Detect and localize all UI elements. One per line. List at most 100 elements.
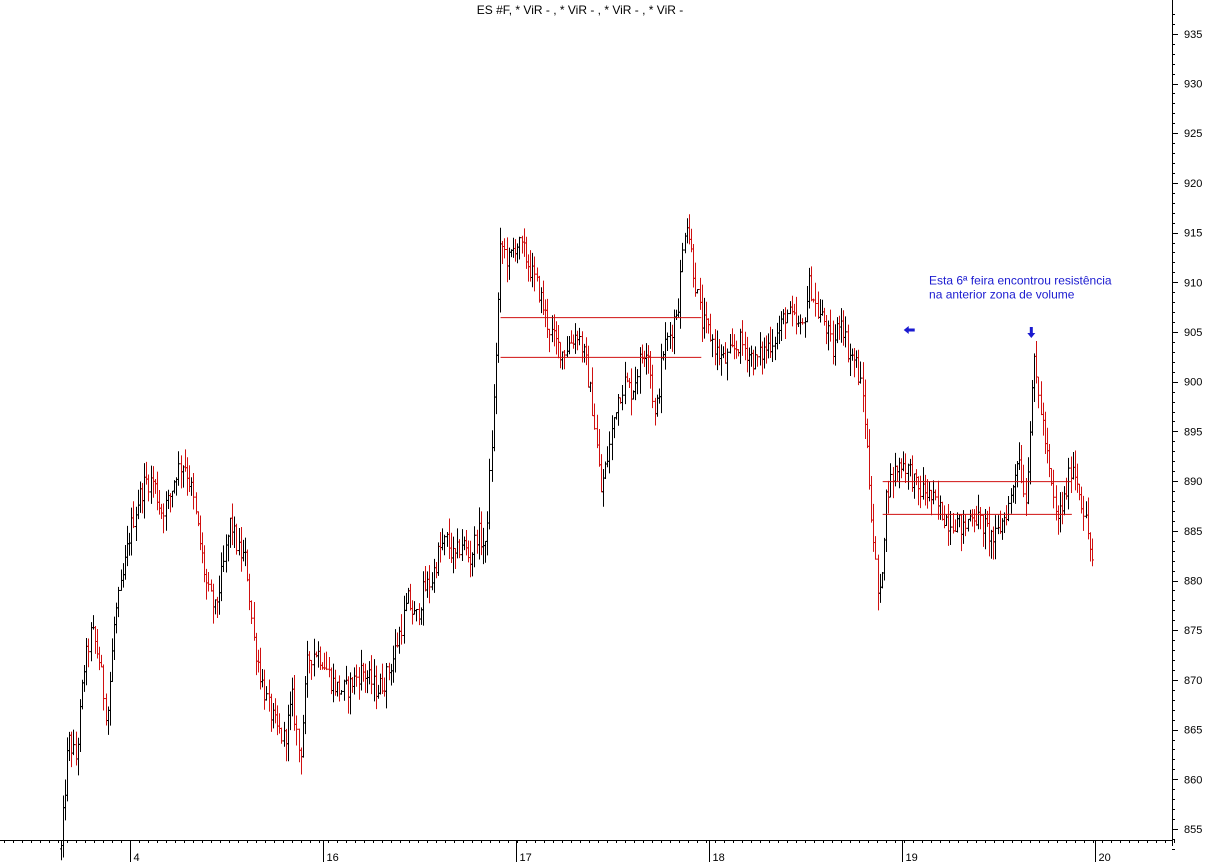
- ohlc-bar: [1089, 532, 1092, 562]
- ohlc-bar: [718, 339, 721, 366]
- ohlc-bar: [613, 417, 616, 439]
- ohlc-bar: [379, 673, 382, 695]
- ohlc-bar: [476, 529, 479, 554]
- ohlc-bar: [892, 467, 895, 499]
- ohlc-bar: [225, 534, 228, 573]
- ohlc-bar: [671, 324, 674, 352]
- ohlc-bar: [748, 347, 751, 377]
- ohlc-bar: [98, 646, 101, 671]
- y-tick-label: 925: [1184, 128, 1202, 140]
- ohlc-bar: [154, 479, 157, 494]
- ohlc-bar: [141, 483, 144, 514]
- ohlc-bar: [949, 511, 952, 545]
- ohlc-bar: [77, 737, 80, 776]
- ohlc-bar: [596, 414, 599, 449]
- ohlc-bar: [624, 361, 627, 405]
- ohlc-bar: [186, 457, 189, 496]
- ohlc-bar: [463, 536, 466, 551]
- ohlc-bar: [767, 333, 770, 359]
- ohlc-bar: [997, 515, 1000, 535]
- ohlc-bar: [902, 451, 905, 472]
- ohlc-bar: [259, 647, 262, 690]
- ohlc-bar: [1018, 442, 1021, 471]
- ohlc-bar: [268, 679, 271, 712]
- price-bars: [60, 214, 1094, 861]
- ohlc-bar: [681, 242, 684, 273]
- ohlc-bar: [358, 667, 361, 700]
- ohlc-bar: [145, 461, 148, 485]
- x-axis: 4 16 17 18 19 20: [0, 840, 1175, 864]
- ohlc-bar: [383, 677, 386, 697]
- ohlc-bar: [111, 638, 114, 682]
- ohlc-bar: [235, 523, 238, 555]
- ohlc-bar: [473, 526, 476, 568]
- ohlc-bar: [641, 344, 644, 364]
- ohlc-bar: [250, 600, 253, 624]
- ohlc-bar: [201, 532, 204, 564]
- ohlc-bar: [85, 637, 88, 686]
- ohlc-bar: [568, 336, 571, 355]
- ohlc-bar: [493, 384, 496, 452]
- ohlc-bar: [289, 691, 292, 731]
- ohlc-bar: [705, 301, 708, 334]
- annotation: Esta 6ª feira encontrou resistência na a…: [929, 273, 1112, 301]
- ohlc-bar: [602, 468, 605, 507]
- ohlc-bar: [353, 667, 356, 695]
- ohlc-bar: [937, 480, 940, 520]
- ohlc-bar: [471, 552, 474, 577]
- ohlc-bar: [60, 840, 63, 861]
- y-tick-label: 920: [1184, 178, 1202, 190]
- ohlc-bar: [636, 369, 639, 395]
- ohlc-bar: [486, 511, 489, 556]
- ohlc-bar: [240, 526, 243, 572]
- ohlc-bar: [394, 629, 397, 673]
- ohlc-bar: [274, 698, 277, 724]
- ohlc-bar: [319, 646, 322, 671]
- ohlc-bar: [557, 324, 560, 359]
- ohlc-bar: [147, 474, 150, 502]
- ohlc-bar: [454, 547, 457, 570]
- ohlc-bar: [679, 259, 682, 329]
- ohlc-bar: [265, 686, 268, 701]
- ohlc-bar: [437, 542, 440, 576]
- ohlc-bar: [1072, 451, 1075, 480]
- ohlc-bar: [761, 341, 764, 375]
- ohlc-bar: [754, 346, 757, 370]
- ohlc-bar: [255, 632, 258, 676]
- ohlc-bar: [238, 528, 241, 556]
- ohlc-bar: [600, 454, 603, 493]
- ohlc-bar: [426, 571, 429, 598]
- ohlc-bar: [310, 659, 313, 680]
- ohlc-bar: [355, 664, 358, 687]
- ohlc-bar: [664, 322, 667, 370]
- ohlc-bar: [285, 728, 288, 762]
- ohlc-bar: [686, 218, 689, 244]
- ohlc-bar: [248, 573, 251, 611]
- ohlc-bar: [64, 779, 67, 821]
- x-tick-label: 16: [327, 852, 339, 864]
- ohlc-bar: [1029, 421, 1032, 485]
- ohlc-bar: [135, 506, 138, 541]
- ohlc-bar: [926, 479, 929, 509]
- ohlc-bar: [126, 525, 129, 567]
- ohlc-bar: [654, 397, 657, 426]
- ohlc-bar: [677, 298, 680, 318]
- ohlc-bar: [343, 679, 346, 701]
- ohlc-bar: [694, 262, 697, 297]
- ohlc-bar: [325, 651, 328, 671]
- ohlc-bar: [763, 337, 766, 369]
- ohlc-bar: [909, 458, 912, 477]
- y-tick-label: 860: [1184, 774, 1202, 786]
- ohlc-bar: [1020, 445, 1023, 484]
- ohlc-bar: [165, 491, 168, 531]
- ohlc-bar: [658, 388, 661, 404]
- arrow-left-icon: [903, 326, 915, 335]
- ohlc-bar: [872, 503, 875, 552]
- ohlc-bar: [456, 528, 459, 559]
- ohlc-bar: [907, 463, 910, 490]
- ohlc-bar: [1027, 457, 1030, 505]
- ohlc-bar: [381, 663, 384, 695]
- ohlc-bar: [829, 309, 832, 342]
- ohlc-bar: [812, 298, 815, 303]
- ohlc-bar: [789, 301, 792, 315]
